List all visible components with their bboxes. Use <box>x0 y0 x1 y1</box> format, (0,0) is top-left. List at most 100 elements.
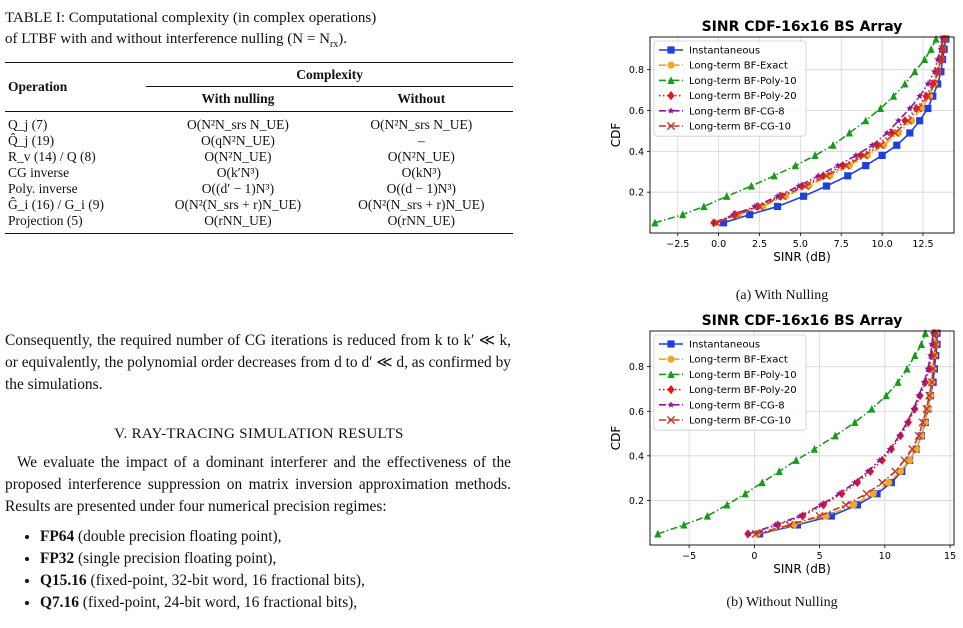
data-point <box>878 478 887 487</box>
data-point <box>827 512 835 520</box>
data-point <box>912 103 921 114</box>
data-point <box>869 490 877 498</box>
chart-with-nulling: SINR CDF-16x16 BS Array −2.5 0.0 2.5 5.0 7.5 1… <box>609 19 955 264</box>
data-point <box>796 512 804 519</box>
data-point <box>862 489 871 498</box>
col-operation-header: Operation <box>8 79 68 94</box>
series-cg10 <box>712 34 949 227</box>
data-point <box>651 218 659 227</box>
data-point <box>929 79 937 89</box>
complexity-table: Operation Complexity With nulling Withou… <box>5 62 513 234</box>
data-point <box>835 490 843 497</box>
data-point <box>903 418 911 426</box>
data-point <box>680 520 688 529</box>
data-point <box>876 141 885 150</box>
legend-marker <box>667 107 675 114</box>
data-point <box>922 404 931 414</box>
x-tick-label: 10 <box>879 551 891 562</box>
data-point <box>795 182 803 189</box>
legend-label: Instantaneous <box>689 46 760 57</box>
data-point <box>860 151 869 160</box>
data-point <box>751 529 760 538</box>
list-item-term: Q15.16 <box>40 572 87 589</box>
data-point <box>751 202 758 210</box>
legend: Instantaneous Long-term BF-Exact Long-term… <box>653 334 807 431</box>
legend-marker <box>667 401 675 408</box>
legend-marker <box>666 415 676 425</box>
chart-title: SINR CDF-16x16 BS Array <box>702 313 903 329</box>
x-tick-label: 5.0 <box>793 239 808 250</box>
data-point <box>851 479 859 486</box>
data-point <box>844 172 852 180</box>
legend-label: Long-term BF-Poly-10 <box>689 76 797 87</box>
legend-label: Long-term BF-Poly-10 <box>689 370 797 381</box>
y-tick-label: 0.6 <box>629 407 644 418</box>
table-caption-subscript: rx <box>329 39 339 50</box>
x-tick-label: 2.5 <box>752 239 767 250</box>
figure-a: SINR CDF-16x16 BS Array −2.5 0.0 2.5 5.0 7.5 1… <box>606 12 958 274</box>
y-tick-label: 0.6 <box>629 106 644 117</box>
legend-label: Long-term BF-Exact <box>689 355 788 366</box>
legend-marker <box>667 91 675 101</box>
data-point <box>851 418 859 426</box>
data-point <box>841 500 850 509</box>
data-point <box>845 128 853 137</box>
legend-label: Long-term BF-Poly-20 <box>689 385 797 396</box>
list-item-text: (double precision floating point), <box>74 528 282 545</box>
data-point <box>712 218 722 227</box>
col-with-nulling-header: With nulling <box>146 86 330 112</box>
x-tick-label: 0 <box>751 551 757 562</box>
data-point <box>792 456 800 464</box>
list-item-text: (fixed-point, 24-bit word, 16 fractional… <box>78 594 358 611</box>
legend-marker <box>667 340 675 348</box>
table-cell-op: Ĝ_i (16) / G_i (9) <box>8 197 104 212</box>
data-point <box>916 117 924 125</box>
subcaption-b: (b) Without Nulling <box>726 595 838 610</box>
data-point <box>922 91 930 101</box>
data-point <box>916 92 924 100</box>
data-point <box>929 364 938 373</box>
data-point <box>925 391 934 400</box>
legend-marker <box>667 46 675 54</box>
data-point <box>930 351 939 360</box>
table-cell-with: O(k′N³) <box>216 165 260 180</box>
data-point <box>895 432 903 439</box>
data-point <box>891 128 900 138</box>
data-point <box>900 456 909 465</box>
data-point <box>896 467 905 476</box>
data-point <box>911 351 919 360</box>
data-point <box>864 467 872 475</box>
data-point <box>774 192 781 200</box>
data-point <box>936 55 946 64</box>
table-cell-with: O(N²N_srs N_UE) <box>186 117 289 132</box>
data-point <box>901 79 909 88</box>
data-point <box>852 151 860 159</box>
series-line <box>657 332 927 535</box>
chart-without-nulling: SINR CDF-16x16 BS Array −5 0 5 10 15 0.2 0.4 0.6… <box>609 313 956 576</box>
data-point <box>910 405 917 412</box>
list-item: Q15.16 (fixed-point, 32-bit word, 16 fra… <box>40 570 520 592</box>
data-point <box>883 129 891 136</box>
table-cell-without: O((d − 1)N³) <box>386 181 456 196</box>
data-point <box>822 182 831 190</box>
data-point <box>931 340 940 349</box>
data-point <box>906 456 914 464</box>
data-point <box>862 162 870 170</box>
col-without-header: Without <box>329 86 513 112</box>
legend-label: Long-term BF-CG-8 <box>689 400 785 411</box>
data-point <box>778 192 787 201</box>
x-axis-label: SINR (dB) <box>773 562 831 576</box>
data-point <box>771 521 779 528</box>
data-point <box>700 202 708 211</box>
data-point <box>921 329 929 337</box>
series-cg8 <box>745 329 937 537</box>
data-point <box>938 45 947 54</box>
legend-box <box>653 40 807 137</box>
data-point <box>793 521 802 529</box>
legend-box <box>653 334 807 431</box>
data-point <box>741 489 749 498</box>
paragraph-evaluate: We evaluate the impact of a dominant int… <box>5 454 511 515</box>
table-cell-op: Projection (5) <box>8 213 83 228</box>
list-item-text: (single precision floating point), <box>74 550 277 567</box>
data-point <box>834 162 842 169</box>
